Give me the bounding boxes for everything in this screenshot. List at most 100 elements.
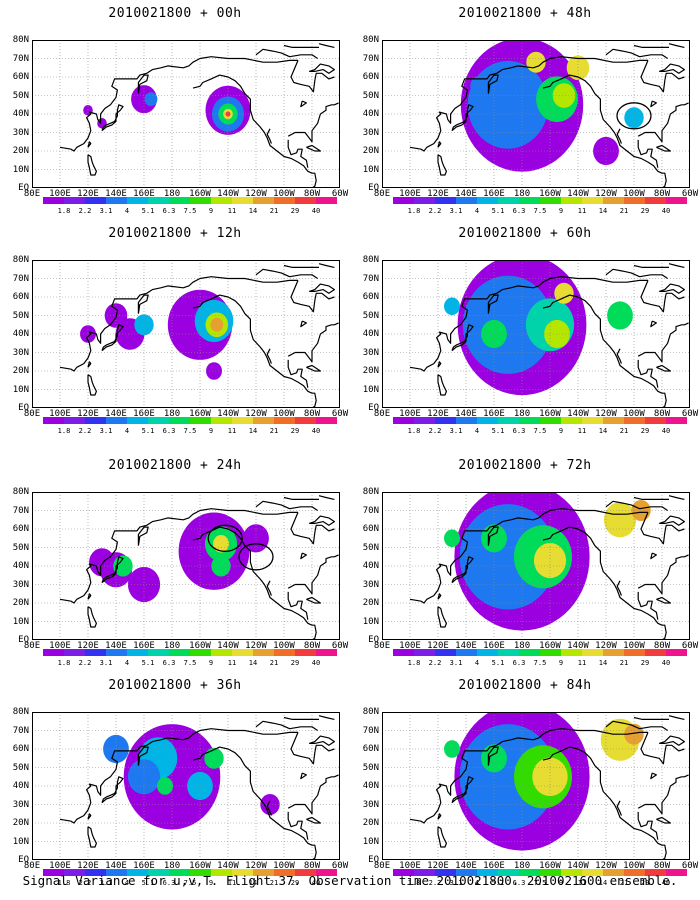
variance-contour [206,362,222,380]
colorbar-label: 7.5 [533,659,547,667]
lat-label: 70N [362,505,379,516]
coastline [451,104,474,132]
lon-label: 80E [23,409,41,419]
coastline [637,139,659,168]
coastline [101,776,124,804]
colorbar-label: 40 [661,427,671,435]
coastline [650,772,657,780]
coastline [437,593,442,600]
coastline [659,735,685,746]
coastline [437,154,448,176]
coastline [659,515,685,526]
coastline [266,580,272,596]
colorbar-swatch [64,869,85,876]
coastline [318,43,335,48]
colorbar-label: 40 [311,207,321,215]
colorbar-label: 6.3 [162,207,176,215]
lat-label: 40N [12,109,29,119]
lon-label: 140W [567,409,589,419]
coastline [290,512,335,545]
colorbar-label: 21 [619,659,629,667]
colorbar-swatch [316,417,337,424]
colorbar-label: 1.8 [57,207,71,215]
coastline [437,361,442,368]
colorbar-label: 3.1 [449,879,463,887]
colorbar-swatch [169,417,190,424]
colorbar-swatch [666,649,687,656]
colorbar-swatch [540,869,561,876]
coastline [59,508,298,604]
colorbar-label: 29 [640,879,650,887]
lat-label: 70N [362,273,379,284]
colorbar-label: 9 [208,659,214,667]
coastline [137,526,149,546]
coastline [650,552,657,560]
colorbar-swatch [519,649,540,656]
colorbar-label: 7.5 [533,427,547,435]
colorbar-label: 21 [269,879,279,887]
panel-title: 2010021800 + 24h [108,458,242,473]
colorbar-label: 4 [124,879,130,887]
lat-label: 10N [12,164,29,175]
coastline [300,552,307,560]
coastline [668,715,685,720]
colorbar-label: 5.1 [491,879,505,887]
colorbar-swatch [456,869,477,876]
lat-label: 50N [362,762,379,773]
colorbar-label: 9 [208,427,214,435]
coastline [300,320,307,328]
panel-title: 2010021800 + 12h [108,226,242,241]
coastline [616,580,622,596]
lon-label: 100E [399,641,421,651]
colorbar-swatch [624,197,645,204]
colorbar-label: 5.1 [141,207,155,215]
variance-contour [467,60,549,149]
lon-label: 100W [273,861,295,871]
colorbar-label: 29 [640,427,650,435]
lat-label: 20N [362,818,379,828]
coastline [650,320,657,328]
coastline [616,800,622,816]
colorbar-swatch [85,417,106,424]
coastline [87,374,98,396]
coastline [409,728,648,824]
lat-label: 40N [362,109,379,119]
lat-label: 60N [362,744,379,754]
lon-label: 80W [653,189,671,199]
colorbar-label: 6.3 [162,879,176,887]
coastline [637,102,689,143]
colorbar-label: 6.3 [512,207,526,215]
lon-label: 120E [77,641,99,651]
colorbar-swatch [414,197,435,204]
coastline [437,813,442,820]
lon-label: 140W [217,189,239,199]
colorbar-label: 40 [661,879,671,887]
colorbar-swatch [232,649,253,656]
coastline [318,263,335,268]
coastline [306,144,321,152]
coastline [487,746,499,766]
colorbar-swatch [498,417,519,424]
colorbar-label: 2.2 [428,879,442,887]
colorbar-label: 29 [290,207,300,215]
coastline [87,154,98,176]
coastline [640,60,685,93]
lon-label: 180 [513,861,531,871]
colorbar [43,197,337,204]
lon-label: 180 [163,409,181,419]
lon-label: 140E [105,861,127,871]
lat-label: 60N [362,292,379,302]
variance-contour [210,317,224,332]
coastline [255,500,318,512]
map-frame [32,40,340,188]
lon-label: 120E [427,861,449,871]
colorbar-label: 1.8 [407,879,421,887]
lat-label: 50N [12,762,29,773]
coastline [656,816,671,824]
colorbar-label: 9 [208,879,214,887]
colorbar-swatch [456,417,477,424]
colorbar-label: 4 [124,659,130,667]
coastline [437,374,448,396]
colorbar-swatch [253,197,274,204]
colorbar-label: 4 [474,427,480,435]
